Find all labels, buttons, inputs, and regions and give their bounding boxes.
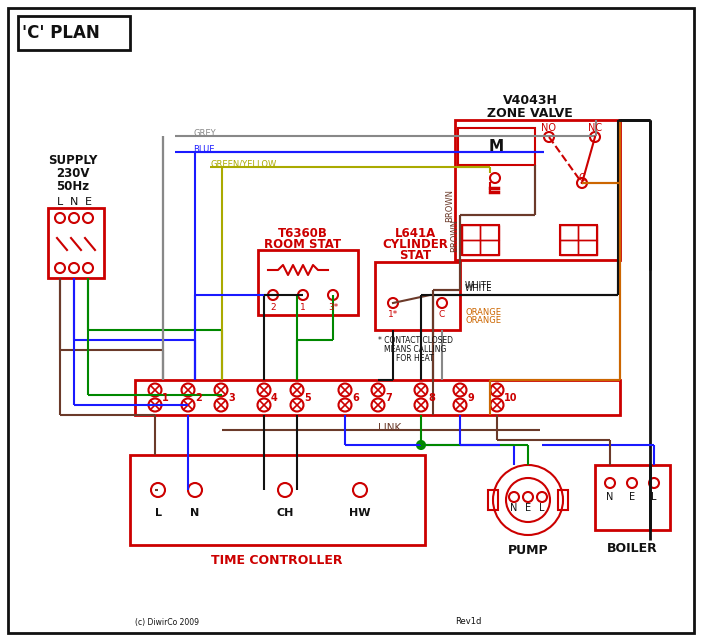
Bar [462,225,499,255]
Text: N: N [69,197,78,207]
Text: BLUE: BLUE [193,144,215,153]
Text: 8: 8 [428,393,435,403]
Text: E: E [525,503,531,513]
Bar [375,262,460,330]
Text: N: N [190,508,199,518]
Text: STAT: STAT [399,249,431,262]
Text: MEANS CALLING: MEANS CALLING [384,344,446,353]
Text: 1: 1 [162,393,168,403]
Text: FOR HEAT: FOR HEAT [396,353,434,363]
Text: 5: 5 [304,393,311,403]
Text: M: M [489,138,503,153]
Text: SUPPLY: SUPPLY [48,153,98,167]
Text: WHITE: WHITE [465,281,492,290]
Bar [258,250,358,315]
Bar [480,225,499,240]
Text: GREY: GREY [193,128,216,138]
Text: L: L [57,197,63,207]
Text: CYLINDER: CYLINDER [382,238,448,251]
Text: L641A: L641A [395,226,436,240]
Bar [560,225,578,240]
Bar [462,240,480,255]
Bar [455,120,620,260]
Text: TIME CONTROLLER: TIME CONTROLLER [211,553,343,567]
Text: PUMP: PUMP [508,544,548,556]
Text: 3: 3 [228,393,234,403]
Text: 4: 4 [271,393,278,403]
Text: C: C [578,173,585,183]
Bar [560,240,578,255]
Text: 10: 10 [504,393,517,403]
Bar [458,128,535,165]
Text: ZONE VALVE: ZONE VALVE [487,106,573,119]
Text: 6: 6 [352,393,359,403]
Text: ROOM STAT: ROOM STAT [265,238,342,251]
Text: 3*: 3* [328,303,338,312]
Text: HW: HW [350,508,371,518]
Circle shape [417,441,425,449]
Bar [578,240,597,255]
Text: BOILER: BOILER [607,542,657,554]
Bar [578,225,597,240]
Text: 'C' PLAN: 'C' PLAN [22,24,100,42]
Bar [558,490,568,510]
Text: LINK: LINK [378,423,402,433]
Text: ORANGE: ORANGE [465,308,501,317]
Bar [560,225,597,255]
Text: V4043H: V4043H [503,94,557,106]
Text: 9: 9 [467,393,474,403]
Text: T6360B: T6360B [278,226,328,240]
Bar [462,225,480,240]
Text: E: E [629,492,635,502]
Text: Rev1d: Rev1d [455,617,482,626]
Text: (c) DiwirCo 2009: (c) DiwirCo 2009 [135,617,199,626]
Text: 2: 2 [270,303,276,312]
Text: L: L [154,508,161,518]
Text: ORANGE: ORANGE [465,315,501,324]
Text: N: N [510,503,517,513]
Bar [488,490,498,510]
Text: L: L [651,492,657,502]
Text: 50Hz: 50Hz [56,179,90,192]
Text: * CONTACT CLOSED: * CONTACT CLOSED [378,335,453,344]
Text: L: L [539,503,545,513]
Text: C: C [439,310,445,319]
Text: 230V: 230V [56,167,90,179]
Bar [135,380,620,415]
Bar [595,465,670,530]
Bar [18,16,130,50]
Bar [130,455,425,545]
Text: 2: 2 [195,393,201,403]
Text: N: N [607,492,614,502]
Text: CH: CH [277,508,293,518]
Text: GREEN/YELLOW: GREEN/YELLOW [210,160,277,169]
Bar [480,240,499,255]
Text: BROWN: BROWN [446,188,454,222]
Bar [48,208,104,278]
Text: NO: NO [541,123,557,133]
Text: 7: 7 [385,393,392,403]
Text: NC: NC [588,123,602,133]
Text: E: E [84,197,91,207]
Text: WHITE: WHITE [465,283,492,292]
Text: 1: 1 [300,303,306,312]
Text: 1*: 1* [388,310,398,319]
Text: BROWN: BROWN [451,219,460,251]
